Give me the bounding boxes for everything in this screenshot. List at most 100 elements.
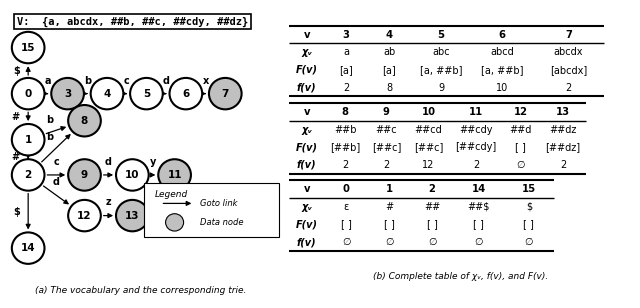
Circle shape [209, 78, 242, 109]
Circle shape [158, 159, 191, 191]
Circle shape [12, 233, 45, 264]
Text: 5: 5 [143, 89, 150, 99]
Text: v: v [303, 30, 310, 40]
Text: 10: 10 [496, 83, 508, 92]
Text: ab: ab [383, 47, 396, 57]
Text: [ ]: [ ] [515, 142, 526, 152]
Text: d: d [53, 177, 60, 187]
Text: [ ]: [ ] [427, 219, 438, 229]
Text: [abcdx]: [abcdx] [550, 65, 587, 75]
Circle shape [130, 78, 163, 109]
Text: 0: 0 [342, 184, 349, 194]
Text: 1: 1 [24, 135, 32, 145]
Text: #: # [12, 112, 20, 122]
Text: 2: 2 [343, 83, 349, 92]
Text: 11: 11 [469, 107, 483, 117]
Text: b: b [45, 115, 53, 125]
Text: 2: 2 [383, 160, 390, 170]
Text: 12: 12 [77, 211, 92, 221]
Text: b: b [84, 75, 91, 86]
Text: 2: 2 [342, 160, 348, 170]
Text: χᵥ: χᵥ [301, 47, 312, 57]
Text: 6: 6 [499, 30, 506, 40]
Text: 10: 10 [125, 170, 140, 180]
Text: 2: 2 [473, 160, 479, 170]
Text: F(v): F(v) [296, 142, 317, 152]
Text: 11: 11 [167, 170, 182, 180]
Text: 2: 2 [560, 160, 566, 170]
Circle shape [12, 78, 45, 109]
Text: χᵥ: χᵥ [301, 202, 312, 212]
Text: 9: 9 [438, 83, 444, 92]
Text: 0: 0 [24, 89, 32, 99]
Text: 6: 6 [182, 89, 189, 99]
Text: 2: 2 [429, 184, 436, 194]
Text: 7: 7 [221, 89, 229, 99]
Text: 9: 9 [81, 170, 88, 180]
Text: 1: 1 [385, 184, 393, 194]
Text: 10: 10 [422, 107, 436, 117]
Circle shape [12, 124, 45, 156]
Text: $: $ [13, 207, 20, 217]
Text: 2: 2 [565, 83, 572, 92]
Text: [a, ##b]: [a, ##b] [481, 65, 524, 75]
Circle shape [68, 200, 101, 231]
Text: ##cd: ##cd [415, 124, 442, 135]
Circle shape [12, 159, 45, 191]
Text: 15: 15 [522, 184, 536, 194]
Text: 3: 3 [64, 89, 71, 99]
Text: 14: 14 [472, 184, 486, 194]
Text: [ ]: [ ] [340, 219, 351, 229]
Text: c: c [124, 75, 129, 86]
Text: 2: 2 [24, 170, 32, 180]
Text: V:  {a, abcdx, ##b, ##c, ##cdy, ##dz}: V: {a, abcdx, ##b, ##c, ##cdy, ##dz} [17, 16, 248, 26]
Text: [##c]: [##c] [372, 142, 401, 152]
Text: a: a [45, 75, 51, 86]
Text: z: z [106, 197, 111, 208]
Text: [a]: [a] [339, 65, 353, 75]
Text: [a, ##b]: [a, ##b] [420, 65, 462, 75]
Text: b: b [45, 132, 53, 142]
Circle shape [166, 214, 184, 231]
Text: 7: 7 [565, 30, 572, 40]
Text: 3: 3 [342, 30, 349, 40]
Text: ##c: ##c [376, 124, 397, 135]
Text: d: d [163, 75, 170, 86]
Text: ##$: ##$ [468, 202, 490, 212]
Text: ∅: ∅ [428, 237, 436, 247]
Text: 8: 8 [386, 83, 392, 92]
Text: v: v [303, 107, 310, 117]
Text: ∅: ∅ [342, 237, 350, 247]
Text: 8: 8 [342, 107, 349, 117]
Text: (a) The vocabulary and the corresponding trie.: (a) The vocabulary and the corresponding… [35, 286, 246, 295]
Text: 8: 8 [81, 116, 88, 126]
Text: ##dz: ##dz [549, 124, 577, 135]
Circle shape [170, 78, 202, 109]
Text: [ ]: [ ] [524, 219, 534, 229]
Text: ##b: ##b [334, 124, 356, 135]
Circle shape [51, 78, 84, 109]
Text: 13: 13 [125, 211, 140, 221]
Text: Legend: Legend [155, 190, 188, 199]
Text: 4: 4 [385, 30, 393, 40]
Text: 12: 12 [422, 160, 435, 170]
Text: ∅: ∅ [516, 160, 525, 170]
Circle shape [12, 32, 45, 63]
Text: Goto link: Goto link [200, 199, 237, 208]
Text: 12: 12 [514, 107, 528, 117]
Text: f(v): f(v) [297, 237, 317, 247]
Circle shape [68, 105, 101, 136]
Text: ε: ε [344, 202, 349, 212]
Text: a: a [343, 47, 349, 57]
Text: [##dz]: [##dz] [545, 142, 580, 152]
Text: ∅: ∅ [474, 237, 483, 247]
Text: d: d [105, 157, 112, 167]
Text: y: y [150, 157, 157, 167]
Text: abc: abc [432, 47, 450, 57]
Text: ##cdy: ##cdy [460, 124, 493, 135]
Text: ##d: ##d [509, 124, 532, 135]
Text: abcd: abcd [490, 47, 514, 57]
FancyBboxPatch shape [143, 183, 279, 237]
Text: [##c]: [##c] [414, 142, 444, 152]
Text: $: $ [13, 66, 20, 75]
